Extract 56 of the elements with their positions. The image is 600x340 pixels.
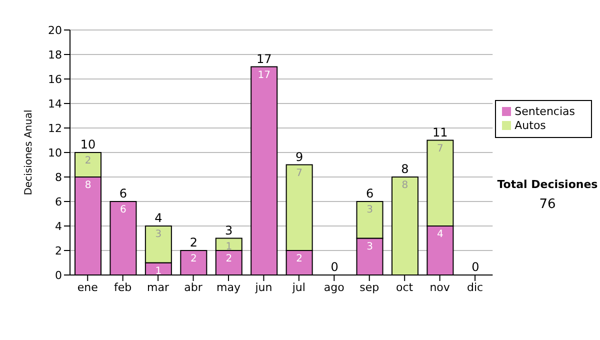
x-tick-label: jul — [291, 280, 306, 294]
y-tick-label: 14 — [48, 97, 62, 110]
total-label: 10 — [80, 138, 96, 152]
x-tick-label: jun — [254, 280, 272, 294]
data-label: 3 — [155, 229, 162, 240]
total-label: 0 — [472, 260, 480, 274]
total-label: 0 — [330, 260, 338, 274]
y-tick-label: 4 — [55, 220, 62, 233]
x-tick-label: dic — [466, 280, 484, 294]
data-label: 8 — [402, 180, 408, 191]
data-label: 3 — [366, 204, 373, 216]
x-tick-label: sep — [360, 280, 380, 294]
legend-label: Autos — [514, 119, 546, 132]
y-tick-label: 10 — [48, 146, 62, 160]
data-label: 1 — [226, 241, 232, 252]
y-tick-label: 0 — [55, 268, 62, 282]
x-tick-label: feb — [114, 280, 132, 294]
y-tick-label: 18 — [48, 48, 62, 62]
x-tick-label: ene — [77, 280, 98, 294]
y-tick-label: 20 — [48, 24, 62, 37]
x-tick-label: mar — [147, 280, 170, 294]
total-label: 11 — [432, 125, 448, 140]
data-label: 3 — [366, 241, 373, 252]
data-label: 6 — [120, 204, 126, 216]
data-label: 7 — [437, 143, 444, 154]
text: Total Decisiones — [496, 178, 599, 191]
total-label: 3 — [225, 223, 233, 238]
total-label: 6 — [366, 186, 374, 200]
total-label: 9 — [296, 150, 304, 164]
data-label: 8 — [84, 180, 92, 191]
y-tick-label: 12 — [48, 122, 62, 135]
legend-label: Sentencias — [514, 105, 575, 118]
total-label: 6 — [119, 186, 128, 200]
data-label: 17 — [258, 70, 270, 81]
data-label: 2 — [296, 254, 303, 264]
data-label: 7 — [296, 168, 303, 179]
y-tick-label: 6 — [55, 195, 62, 208]
y-tick-label: 16 — [48, 72, 62, 86]
total-label: 17 — [256, 52, 272, 66]
x-tick-label: oct — [396, 280, 414, 294]
total-label: 2 — [190, 236, 198, 250]
data-label: 4 — [437, 229, 444, 240]
text: 76 — [538, 197, 557, 212]
data-label: 2 — [84, 156, 92, 166]
x-tick-label: ago — [324, 280, 345, 294]
total-label: 4 — [154, 211, 162, 225]
x-tick-label: abr — [184, 280, 203, 294]
data-label: 2 — [190, 254, 197, 264]
total-label: 8 — [401, 162, 409, 176]
data-label: 1 — [155, 266, 162, 277]
x-tick-label: may — [216, 280, 241, 294]
y-tick-label: 2 — [55, 244, 62, 258]
y-axis-title: Decisiones Anual — [24, 110, 35, 196]
y-tick-label: 8 — [55, 170, 62, 184]
data-label: 2 — [226, 254, 232, 264]
x-tick-label: nov — [430, 280, 450, 294]
